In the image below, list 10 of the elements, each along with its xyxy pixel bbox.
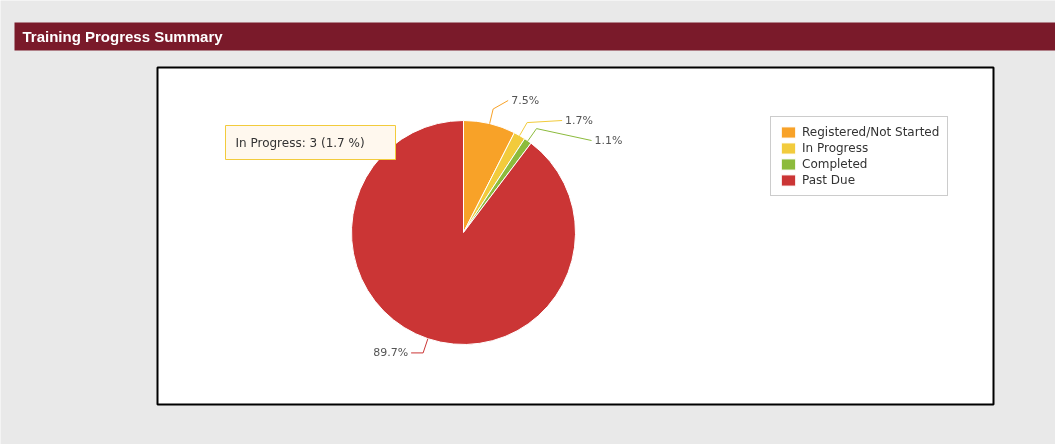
data-label: 89.7% bbox=[373, 346, 409, 360]
data-label: 1.7% bbox=[565, 114, 594, 127]
legend-label: Registered/Not Started bbox=[802, 125, 940, 139]
legend-label: Past Due bbox=[802, 173, 856, 187]
legend-label: Completed bbox=[802, 157, 868, 171]
text: In Progress: 3 (1.7 %) bbox=[235, 135, 365, 150]
data-label: 1.1% bbox=[594, 134, 623, 147]
legend-label: In Progress bbox=[802, 141, 869, 155]
data-label: 7.5% bbox=[511, 94, 540, 107]
text: Training Progress Summary bbox=[22, 28, 224, 45]
